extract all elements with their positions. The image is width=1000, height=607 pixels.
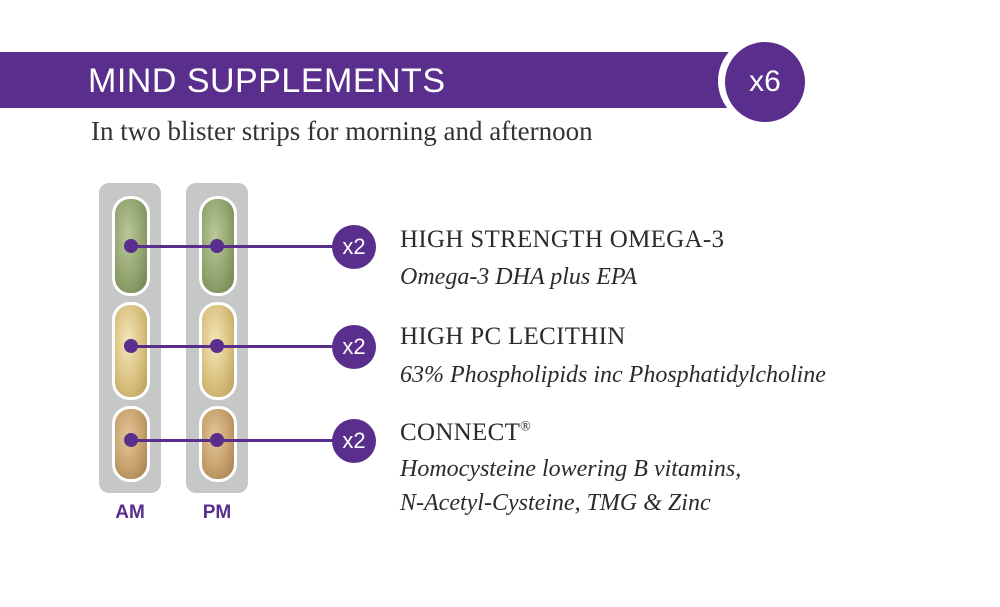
strip-label-am: AM (115, 502, 145, 523)
item-name-connect: CONNECT® (400, 419, 531, 447)
item-description-lecithin: 63% Phospholipids inc Phosphatidylcholin… (400, 362, 826, 388)
strip-label-pm: PM (202, 502, 232, 523)
connector-dot (124, 239, 138, 253)
registered-mark: ® (520, 419, 532, 435)
item-description-connect-line2: N-Acetyl-Cysteine, TMG & Zinc (400, 490, 711, 516)
item-description-connect-line1: Homocysteine lowering B vitamins, (400, 456, 742, 482)
count-badge-lecithin: x2 (332, 325, 376, 369)
item-name-lecithin: HIGH PC LECITHIN (400, 323, 626, 350)
subtitle: In two blister strips for morning and af… (91, 116, 593, 146)
item-name-omega3: HIGH STRENGTH OMEGA-3 (400, 226, 725, 253)
connector-line-omega3 (130, 245, 350, 248)
connector-line-lecithin (130, 345, 350, 348)
connect-capsule-am (112, 406, 150, 482)
page-title: MIND SUPPLEMENTS (88, 62, 446, 100)
connector-dot (210, 339, 224, 353)
header-banner (0, 52, 745, 108)
connector-line-connect (130, 439, 350, 442)
quantity-badge: x6 (725, 42, 805, 122)
item-name-connect-text: CONNECT (400, 419, 521, 446)
item-description-omega3: Omega-3 DHA plus EPA (400, 264, 638, 290)
connect-capsule-pm (199, 406, 237, 482)
count-badge-omega3: x2 (332, 225, 376, 269)
connector-dot (124, 433, 138, 447)
count-badge-connect: x2 (332, 419, 376, 463)
connector-dot (124, 339, 138, 353)
connector-dot (210, 239, 224, 253)
connector-dot (210, 433, 224, 447)
